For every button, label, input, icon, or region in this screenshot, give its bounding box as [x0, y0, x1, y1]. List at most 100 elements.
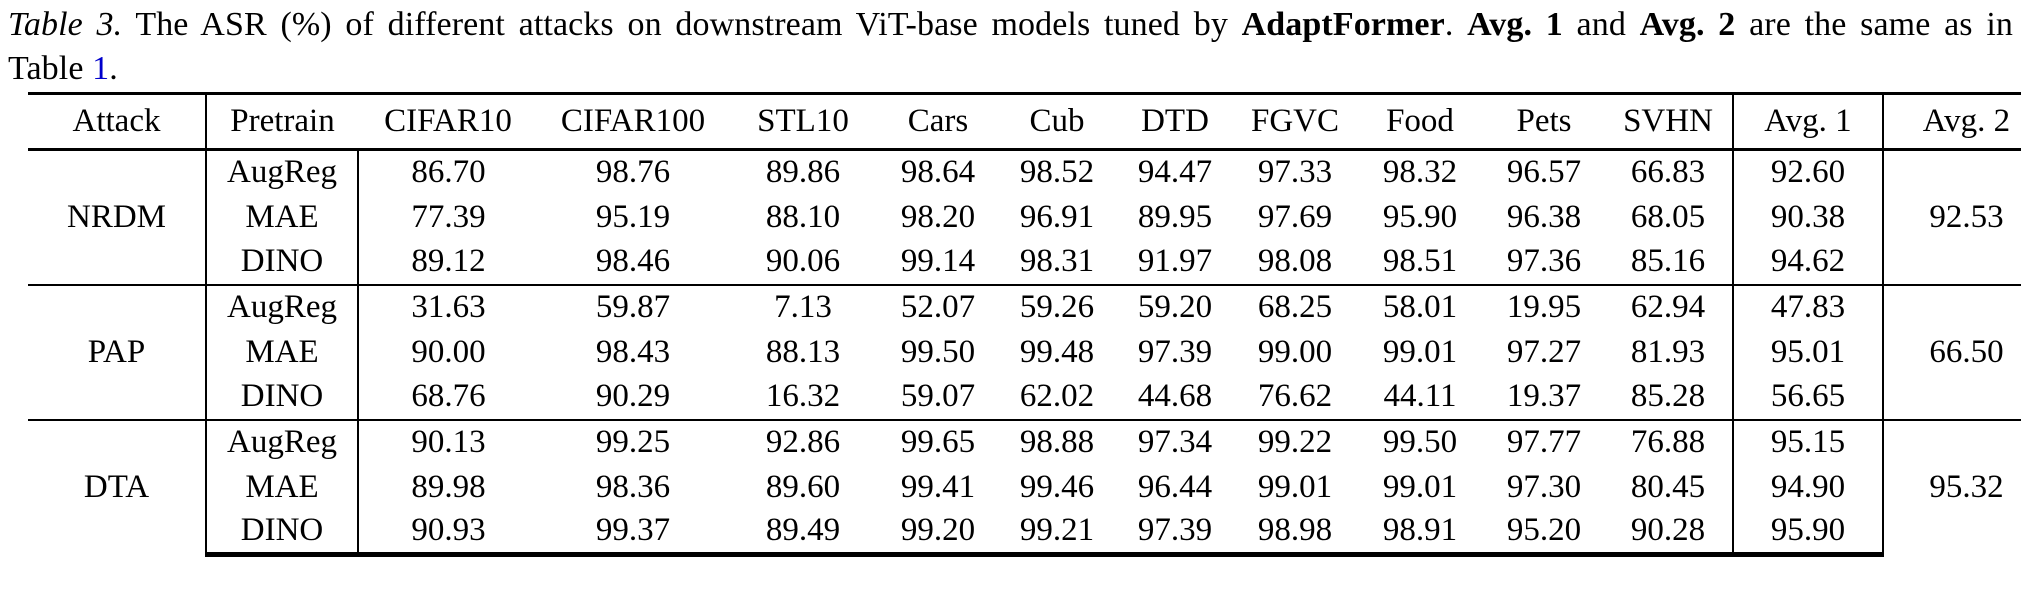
asr-value: 88.13: [765, 333, 841, 370]
asr-value: 99.41: [900, 468, 976, 505]
caption-text: .: [109, 50, 118, 87]
asr-value: 59.20: [1116, 283, 1234, 330]
asr-value: 98.88: [998, 418, 1116, 465]
asr-value: 95.20: [1484, 509, 1604, 557]
caption-text: and: [1562, 6, 1640, 43]
avg1-value: 95.90: [1732, 509, 1883, 557]
column-header-cub: Cub: [998, 92, 1116, 151]
pretrain-label: AugReg: [206, 149, 359, 195]
asr-value: 99.22: [1234, 418, 1356, 465]
asr-value: 99.00: [1257, 333, 1333, 370]
column-header-pretrain: Pretrain: [205, 92, 358, 151]
pretrain-label: DINO: [206, 509, 359, 557]
asr-value: 95.19: [595, 198, 671, 235]
asr-value: 98.43: [595, 333, 671, 370]
table-caption: Table 3. The ASR (%) of different attack…: [8, 3, 2013, 91]
asr-value: 99.20: [878, 509, 998, 557]
asr-value: 31.63: [358, 283, 538, 330]
header-row: Attack Pretrain CIFAR10 CIFAR100 STL10 C…: [28, 92, 2021, 151]
pretrain-label: DINO: [206, 374, 359, 420]
avg1-value: 90.38: [1732, 194, 1883, 240]
asr-value: 99.14: [900, 243, 976, 279]
asr-value: 98.46: [595, 243, 671, 279]
avg1-value: 95.15: [1732, 418, 1883, 465]
table-body: NRDM AugReg 86.70 98.76 89.86 98.64 98.5…: [28, 149, 2021, 557]
asr-value: 52.07: [878, 283, 998, 330]
asr-value: 94.47: [1137, 154, 1213, 191]
asr-value: 89.95: [1137, 198, 1213, 235]
avg2-value-nrdm: 92.53: [1882, 149, 2021, 285]
asr-value: 99.50: [1356, 418, 1484, 465]
asr-value: 62.02: [1019, 378, 1095, 414]
asr-value: 98.32: [1382, 154, 1458, 191]
asr-value: 59.26: [998, 283, 1116, 330]
asr-value: 99.48: [1019, 333, 1095, 370]
asr-value: 99.01: [1382, 333, 1458, 370]
asr-value: 98.98: [1234, 509, 1356, 557]
asr-value: 98.51: [1382, 243, 1458, 279]
caption-text: .: [1444, 6, 1468, 43]
asr-value: 89.60: [765, 468, 841, 505]
asr-value: 58.01: [1356, 283, 1484, 330]
asr-value: 99.01: [1257, 468, 1333, 505]
asr-value: 90.00: [411, 333, 486, 370]
asr-value: 68.76: [411, 378, 486, 414]
caption-line-2: Table 1.: [8, 47, 2013, 91]
asr-value: 96.57: [1506, 154, 1582, 191]
avg1-value: 95.01: [1732, 329, 1883, 375]
asr-value: 89.49: [728, 509, 878, 557]
asr-value: 91.97: [1137, 243, 1213, 279]
table-row: MAE 89.98 98.36 89.60 99.41 99.46 96.44 …: [28, 464, 2021, 510]
avg2-value-pap: 66.50: [1882, 283, 2021, 420]
asr-value: 44.68: [1137, 378, 1213, 414]
asr-value: 97.33: [1257, 154, 1333, 191]
asr-value: 77.39: [411, 198, 486, 235]
avg1-value: 56.65: [1732, 374, 1883, 420]
asr-value: 44.11: [1383, 378, 1457, 414]
asr-value: 90.93: [358, 509, 538, 557]
asr-value: 97.69: [1257, 198, 1333, 235]
column-header-dtd: DTD: [1116, 92, 1234, 151]
asr-value: 89.86: [765, 154, 841, 191]
asr-value: 92.86: [728, 418, 878, 465]
asr-value: 99.37: [538, 509, 728, 557]
column-header-avg2: Avg. 2: [1882, 92, 2021, 151]
asr-value: 98.52: [1019, 154, 1095, 191]
asr-value: 59.87: [538, 283, 728, 330]
column-header-cifar10: CIFAR10: [358, 92, 538, 151]
table-row: DINO 68.76 90.29 16.32 59.07 62.02 44.68…: [28, 374, 2021, 420]
asr-value: 89.98: [411, 468, 486, 505]
asr-value: 98.08: [1257, 243, 1333, 279]
column-header-attack: Attack: [28, 92, 206, 151]
asr-value: 97.77: [1484, 418, 1604, 465]
asr-value: 76.62: [1257, 378, 1333, 414]
avg1-value: 94.62: [1732, 239, 1883, 285]
table-row: MAE 90.00 98.43 88.13 99.50 99.48 97.39 …: [28, 329, 2021, 375]
asr-value: 76.88: [1604, 418, 1733, 465]
asr-value: 96.91: [1019, 198, 1095, 235]
asr-value: 19.95: [1484, 283, 1604, 330]
caption-avg2: Avg. 2: [1639, 6, 1736, 43]
table-row: NRDM AugReg 86.70 98.76 89.86 98.64 98.5…: [28, 149, 2021, 285]
asr-value: 90.29: [595, 378, 671, 414]
table-1-reference-link[interactable]: 1: [92, 50, 110, 87]
asr-value: 19.37: [1506, 378, 1582, 414]
column-header-cifar100: CIFAR100: [538, 92, 728, 151]
column-header-svhn: SVHN: [1604, 92, 1733, 151]
avg1-value: 92.60: [1732, 149, 1883, 195]
table-row: MAE 77.39 95.19 88.10 98.20 96.91 89.95 …: [28, 194, 2021, 240]
caption-text: are the same as in: [1735, 6, 2013, 43]
caption-line-1: Table 3. The ASR (%) of different attack…: [8, 3, 2013, 47]
caption-text: Table: [8, 50, 93, 87]
table-row: DINO 90.93 99.37 89.49 99.20 99.21 97.39…: [28, 509, 2021, 557]
asr-value: 98.36: [595, 468, 671, 505]
asr-value: 62.94: [1604, 283, 1733, 330]
asr-value: 99.65: [878, 418, 998, 465]
column-header-stl10: STL10: [728, 92, 878, 151]
table-row: PAP AugReg 31.63 59.87 7.13 52.07 59.26 …: [28, 283, 2021, 420]
table-header: Attack Pretrain CIFAR10 CIFAR100 STL10 C…: [28, 92, 2021, 151]
attack-label-nrdm: NRDM: [28, 149, 207, 285]
asr-value: 68.25: [1234, 283, 1356, 330]
asr-value: 90.13: [358, 418, 538, 465]
asr-value: 97.30: [1506, 468, 1582, 505]
